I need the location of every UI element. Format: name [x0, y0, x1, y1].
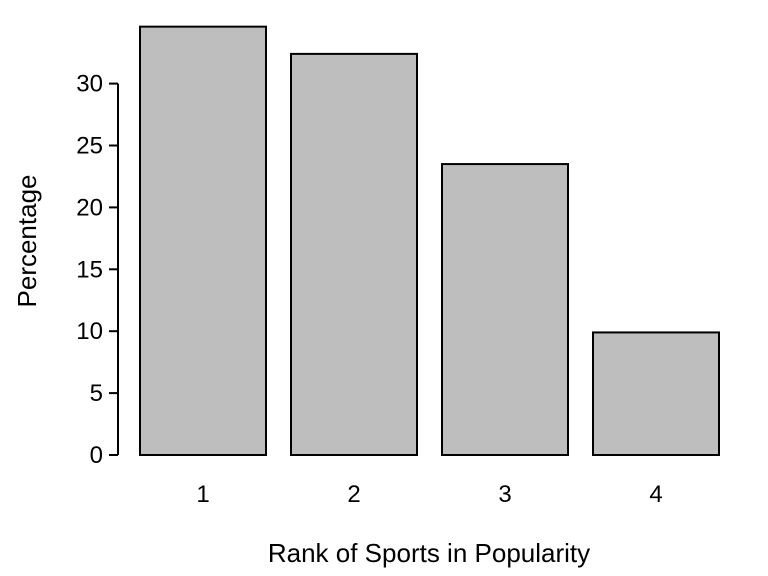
x-axis-title: Rank of Sports in Popularity: [268, 538, 590, 568]
bar-rank-2: [290, 52, 418, 456]
y-tick-label: 20: [76, 194, 103, 221]
x-tick-label: 3: [498, 481, 511, 508]
y-tick-label: 30: [76, 71, 103, 98]
y-tick-label: 5: [90, 380, 103, 407]
x-tick-label: 2: [347, 481, 360, 508]
y-axis-title: Percentage: [12, 175, 42, 308]
y-tick-label: 15: [76, 256, 103, 283]
y-axis: 0 5 10 15 20 25 30: [76, 71, 119, 469]
bar-rank-4: [592, 331, 720, 456]
x-tick-label: 4: [649, 481, 662, 508]
x-tick-label: 1: [196, 481, 209, 508]
x-axis-ticks: 1 2 3 4: [196, 481, 662, 508]
bar-rank-1: [139, 25, 267, 456]
y-tick-label: 25: [76, 133, 103, 160]
y-tick-label: 10: [76, 318, 103, 345]
y-tick-label: 0: [90, 442, 103, 469]
bar-rank-3: [441, 163, 569, 456]
bars-group: [139, 25, 720, 456]
